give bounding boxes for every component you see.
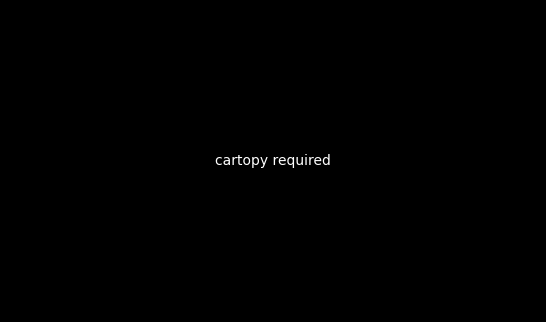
Text: cartopy required: cartopy required [215,154,331,168]
